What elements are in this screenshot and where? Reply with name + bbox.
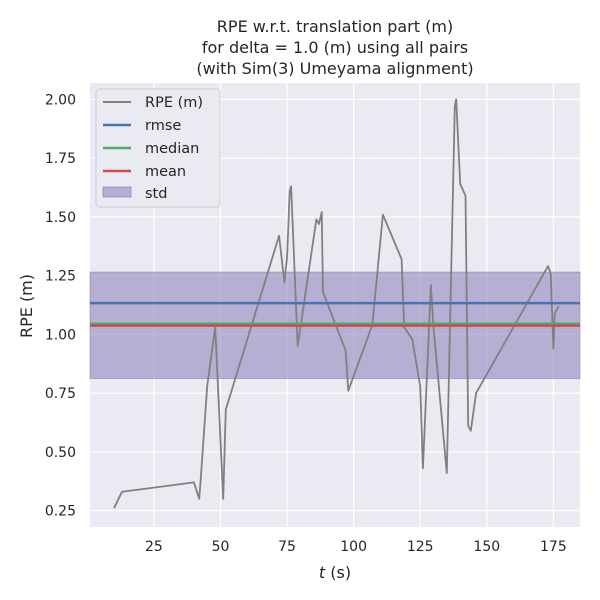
y-tick-label-1-25: 1.25 — [45, 269, 76, 285]
y-tick-label-0-25: 0.25 — [45, 504, 76, 520]
legend-label-mean: mean — [145, 164, 186, 180]
y-tick-labels: 0.25 0.50 0.75 1.00 1.25 1.50 1.75 2.00 — [45, 92, 76, 519]
chart-title-line-3: (with Sim(3) Umeyama alignment) — [196, 59, 473, 78]
y-tick-label-0-75: 0.75 — [45, 386, 76, 402]
y-tick-label-2: 2.00 — [45, 92, 76, 108]
legend-label-median: median — [145, 141, 199, 157]
y-tick-label-1-5: 1.50 — [45, 210, 76, 226]
y-tick-label-1: 1.00 — [45, 327, 76, 343]
legend: RPE (m) rmse median mean std — [95, 88, 221, 208]
chart-title-line-2: for delta = 1.0 (m) using all pairs — [202, 38, 468, 57]
x-tick-label-100: 100 — [340, 539, 367, 555]
legend-label-rpe: RPE (m) — [145, 95, 203, 111]
x-axis-label-variable: t — [319, 563, 326, 582]
legend-box — [95, 88, 221, 208]
y-tick-label-0-5: 0.50 — [45, 445, 76, 461]
x-axis-label: t (s) — [319, 563, 351, 582]
legend-swatch-std — [102, 186, 132, 198]
x-tick-label-25: 25 — [145, 539, 163, 555]
y-tick-label-1-75: 1.75 — [45, 151, 76, 167]
x-tick-label-50: 50 — [212, 539, 230, 555]
stat-lines-layer — [90, 301, 580, 327]
x-axis-label-unit: (s) — [325, 563, 351, 582]
x-tick-label-75: 75 — [278, 539, 296, 555]
chart-title-line-1: RPE w.r.t. translation part (m) — [217, 17, 453, 36]
x-tick-label-175: 175 — [540, 539, 567, 555]
legend-label-std: std — [145, 186, 167, 202]
x-tick-label-150: 150 — [473, 539, 500, 555]
y-axis-label: RPE (m) — [17, 274, 36, 338]
legend-label-rmse: rmse — [145, 118, 181, 134]
x-tick-labels: 25 50 75 100 125 150 175 — [145, 539, 567, 555]
x-tick-label-125: 125 — [407, 539, 434, 555]
